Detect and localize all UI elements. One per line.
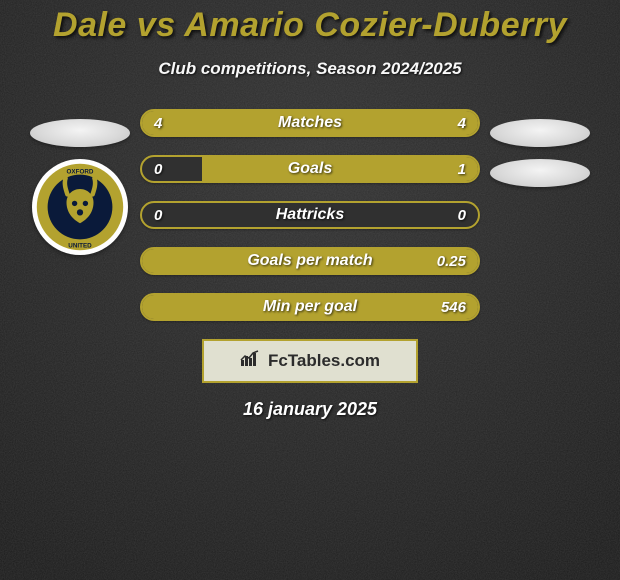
club-badge: OXFORD UNITED: [32, 159, 128, 255]
stat-right-value: 1: [446, 157, 478, 181]
stat-label: Matches: [142, 114, 478, 132]
brand-box: FcTables.com: [202, 339, 418, 383]
player-placeholder-ellipse: [490, 159, 590, 187]
left-player-column: OXFORD UNITED: [20, 109, 140, 255]
svg-text:OXFORD: OXFORD: [67, 169, 94, 176]
stat-right-value: 546: [429, 295, 478, 319]
stat-left-value: 0: [142, 157, 174, 181]
chart-bars-icon: [240, 350, 262, 373]
stat-right-value: 4: [446, 111, 478, 135]
stat-bar: Goals0 1: [140, 155, 480, 183]
stat-label: Goals: [142, 160, 478, 178]
brand-text: FcTables.com: [268, 351, 380, 371]
stat-left-value: 0: [142, 203, 174, 227]
club-badge-svg: OXFORD UNITED: [35, 162, 125, 252]
stat-left-value: 4: [142, 111, 174, 135]
stat-label: Hattricks: [142, 206, 478, 224]
svg-text:UNITED: UNITED: [68, 243, 92, 250]
stat-bar: Matches4 4: [140, 109, 480, 137]
stat-bar: Min per goal546: [140, 293, 480, 321]
stat-right-value: 0: [446, 203, 478, 227]
right-player-column: [480, 109, 600, 187]
comparison-row: OXFORD UNITED Matches44Goals01Hattricks0…: [0, 109, 620, 321]
date-text: 16 january 2025: [243, 399, 377, 420]
page-title: Dale vs Amario Cozier-Duberry: [53, 6, 567, 45]
page-subtitle: Club competitions, Season 2024/2025: [158, 59, 461, 79]
stat-right-value: 0.25: [425, 249, 478, 273]
stat-bar: Hattricks0 0: [140, 201, 480, 229]
player-placeholder-ellipse: [30, 119, 130, 147]
stat-bars: Matches44Goals01Hattricks00Goals per mat…: [140, 109, 480, 321]
player-placeholder-ellipse: [490, 119, 590, 147]
stat-label: Min per goal: [142, 298, 478, 316]
stat-bar: Goals per match0.25: [140, 247, 480, 275]
